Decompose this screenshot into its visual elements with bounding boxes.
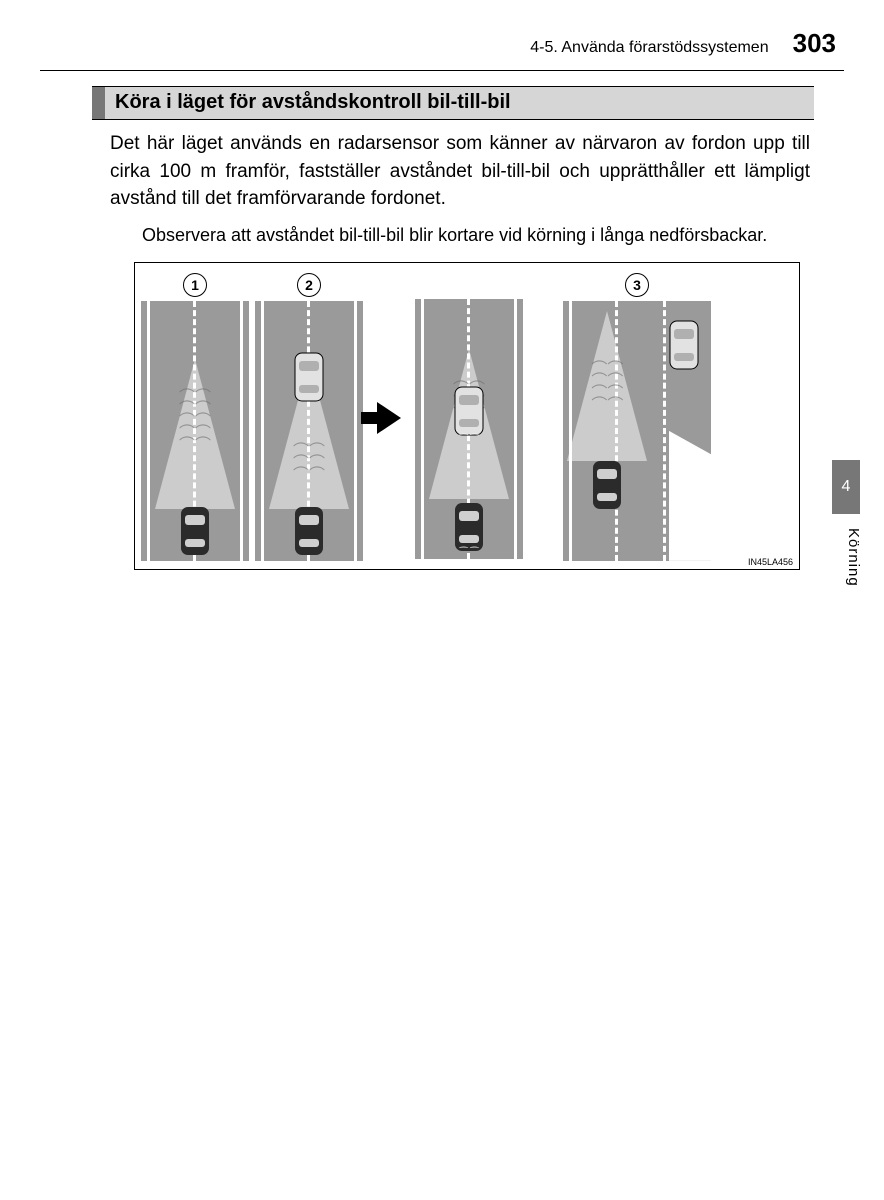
section-label: 4-5. Använda förarstödssystemen [530, 39, 768, 57]
page-number: 303 [793, 28, 836, 59]
figure-panel-2b: ︵︵︵︵︵︵ ⁀ ⁀ ⁀ ⁀ [415, 273, 523, 559]
panel-number-2: 2 [297, 273, 321, 297]
ego-car-icon [293, 505, 325, 557]
section-heading-bar: Köra i läget för avståndskontroll bil-ti… [92, 86, 814, 120]
heading-accent [92, 87, 105, 119]
body-paragraph: Det här läget används en radarsensor som… [110, 130, 810, 213]
figure-box: 1 ︵︵︵︵︵︵︵︵︵︵ 2 [134, 262, 800, 570]
merge-car-icon [668, 319, 700, 371]
road-1: ︵︵︵︵︵︵︵︵︵︵ [141, 301, 249, 561]
lead-car-icon [453, 385, 485, 437]
figure-code: IN45LA456 [748, 557, 793, 567]
figure-panel-2: 2 ︵︵︵︵︵︵ [255, 273, 363, 561]
panel-number-1: 1 [183, 273, 207, 297]
header-rule [40, 70, 844, 71]
panel-number-3: 3 [625, 273, 649, 297]
arrow-icon [369, 273, 409, 563]
road-3: ︵︵︵︵︵︵︵︵ [563, 301, 711, 561]
figure-panel-3: 3 ︵︵︵︵︵︵︵︵ [563, 273, 711, 561]
road-2: ︵︵︵︵︵︵ [255, 301, 363, 561]
chapter-label: Körning [845, 528, 862, 587]
chapter-tab: 4 [832, 460, 860, 514]
road-2b: ︵︵︵︵︵︵ ⁀ ⁀ ⁀ ⁀ [415, 299, 523, 559]
ego-car-icon [453, 501, 485, 553]
ego-car-icon [179, 505, 211, 557]
note-paragraph: Observera att avståndet bil-till-bil bli… [142, 223, 810, 248]
section-heading: Köra i läget för avståndskontroll bil-ti… [105, 87, 521, 119]
lead-car-icon [293, 351, 325, 403]
ego-car-icon [591, 459, 623, 511]
figure-panel-1: 1 ︵︵︵︵︵︵︵︵︵︵ [141, 273, 249, 561]
